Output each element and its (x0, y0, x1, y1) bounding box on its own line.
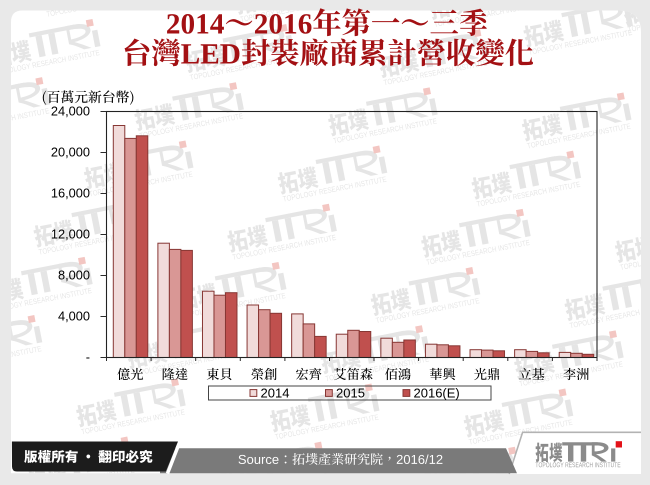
svg-text:16,000: 16,000 (51, 186, 90, 201)
svg-text:-: - (86, 350, 90, 365)
svg-text:12,000: 12,000 (51, 227, 90, 242)
svg-text:8,000: 8,000 (58, 268, 90, 283)
svg-text:2015: 2015 (336, 386, 365, 401)
svg-text:2016(E): 2016(E) (414, 386, 460, 401)
svg-text:4,000: 4,000 (58, 309, 90, 324)
svg-text:20,000: 20,000 (51, 145, 90, 160)
svg-text:2014: 2014 (261, 386, 290, 401)
svg-text:24,000: 24,000 (51, 104, 90, 119)
